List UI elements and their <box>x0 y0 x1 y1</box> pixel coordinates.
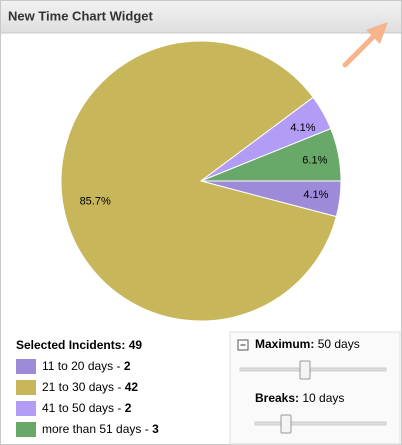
legend-heading: Selected Incidents: 49 <box>16 338 142 352</box>
legend-count: 2 <box>124 359 131 373</box>
legend-entry: 41 to 50 days - 2 <box>42 401 132 415</box>
legend-entry: 21 to 30 days - 42 <box>42 380 138 394</box>
legend-label: 41 to 50 days - <box>42 401 121 415</box>
pie-slice <box>200 127 342 182</box>
legend-swatch <box>16 422 36 437</box>
breaks-control: Breaks: 10 days <box>255 391 344 405</box>
widget-title: New Time Chart Widget <box>8 8 153 23</box>
breaks-label: Breaks: <box>255 391 299 405</box>
breaks-slider[interactable] <box>254 414 387 434</box>
slice-label: 4.1% <box>290 122 315 134</box>
legend-count: 3 <box>152 422 159 436</box>
maximum-control: Maximum: 50 days <box>255 337 360 351</box>
legend-label: 21 to 30 days - <box>42 380 121 394</box>
legend-entry: more than 51 days - 3 <box>42 422 159 436</box>
legend-swatch <box>16 380 36 395</box>
slice-label: 4.1% <box>303 189 328 201</box>
maximum-value: 50 days <box>318 337 360 351</box>
pie-chart: 4.1% 85.7% 4.1% 6.1% <box>60 40 342 322</box>
maximum-slider[interactable] <box>239 360 387 380</box>
legend-label: more than 51 days - <box>42 422 149 436</box>
legend-count: 42 <box>125 380 139 394</box>
maximum-label: Maximum: <box>255 337 314 351</box>
slice-label: 85.7% <box>80 195 111 207</box>
header <box>1 1 401 33</box>
legend-total: 49 <box>129 338 143 352</box>
breaks-value: 10 days <box>302 391 344 405</box>
arrow <box>342 22 388 68</box>
slice-label: 6.1% <box>302 154 327 166</box>
legend-swatch <box>16 401 36 416</box>
legend-label: 11 to 20 days - <box>42 359 121 373</box>
legend-entry: 11 to 20 days - 2 <box>42 359 131 373</box>
legend-swatch <box>16 359 36 374</box>
legend-heading-label: Selected Incidents: <box>16 338 125 352</box>
pie-slice <box>60 40 337 322</box>
legend-count: 2 <box>125 401 132 415</box>
